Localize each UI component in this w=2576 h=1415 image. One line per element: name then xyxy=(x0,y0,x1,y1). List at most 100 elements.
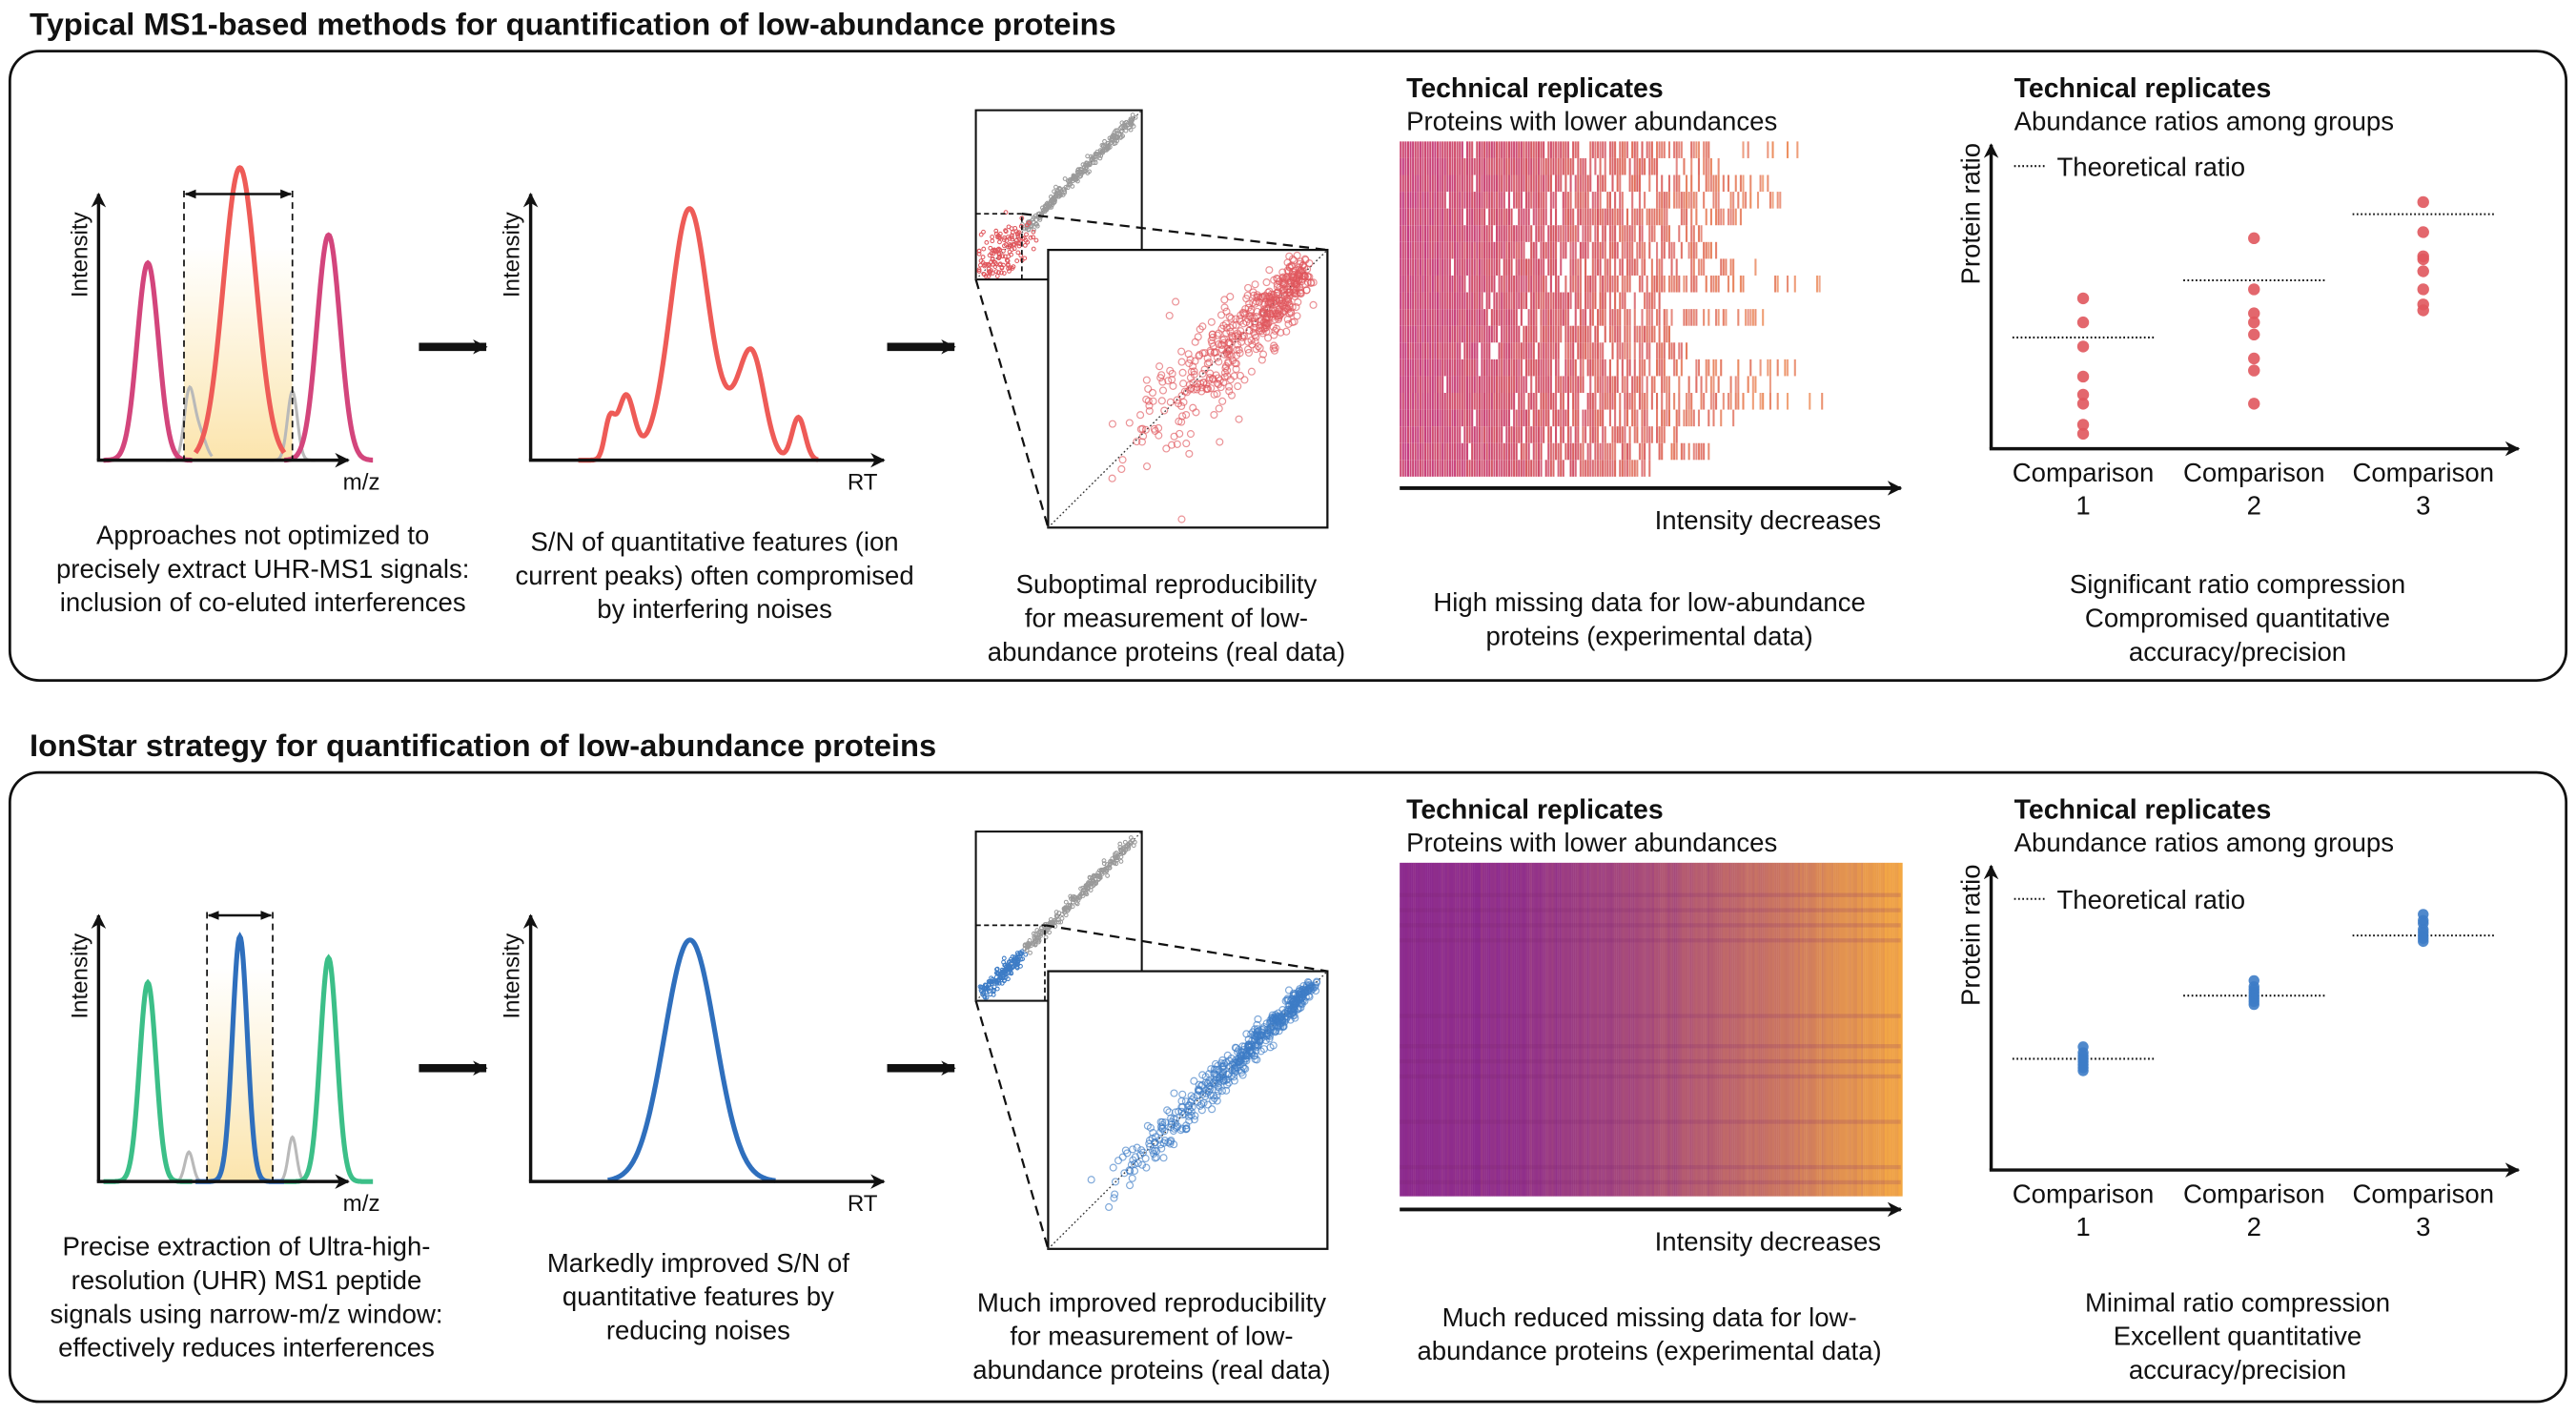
heatmap-cell xyxy=(1412,275,1415,293)
heatmap-cell xyxy=(1481,174,1483,193)
heatmap-cell xyxy=(1648,359,1651,377)
heatmap-cell xyxy=(1412,426,1415,443)
scatter-point xyxy=(1177,358,1186,366)
heatmap-cell xyxy=(1667,192,1670,209)
heatmap-column xyxy=(1880,862,1883,1197)
heatmap-caption-line: proteins (experimental data) xyxy=(1486,622,1813,651)
heatmap-cell xyxy=(1584,241,1587,259)
scatter-point xyxy=(1306,983,1315,992)
heatmap-column xyxy=(1498,862,1501,1197)
extraction-window xyxy=(207,968,274,1182)
heatmap-heading: Technical replicates xyxy=(1406,73,1664,104)
heatmap-cell xyxy=(1424,192,1427,209)
scatter-point xyxy=(1267,295,1276,303)
heatmap-cell xyxy=(1493,426,1496,443)
heatmap-cell xyxy=(1625,258,1629,276)
heatmap-cell xyxy=(1616,241,1619,259)
heatmap-cell xyxy=(1638,393,1641,410)
heatmap-cell xyxy=(1446,275,1449,293)
heatmap-cell xyxy=(1574,292,1577,310)
heatmap-cell xyxy=(1493,393,1496,410)
heatmap-cell xyxy=(1555,359,1558,377)
heatmap-cell xyxy=(1771,141,1774,158)
heatmap-cell xyxy=(1401,174,1404,193)
scatter-point xyxy=(1246,312,1255,320)
heatmap-cell xyxy=(1503,208,1505,226)
heatmap-column xyxy=(1766,862,1769,1197)
heatmap-cell xyxy=(1638,208,1641,226)
heatmap-cell xyxy=(1461,192,1463,209)
heatmap-cell xyxy=(1532,426,1535,443)
heatmap-cell xyxy=(1624,342,1626,359)
heatmap-cell xyxy=(1490,376,1493,394)
heatmap-cell xyxy=(1478,192,1481,209)
scatter-point xyxy=(1232,365,1240,374)
heatmap-cell xyxy=(1579,258,1582,276)
heatmap-cell xyxy=(1523,141,1525,158)
heatmap-cell xyxy=(1540,192,1543,209)
scatter-point xyxy=(1261,1036,1270,1045)
scatter-point xyxy=(1087,881,1093,887)
heatmap-cell xyxy=(1661,275,1664,293)
heatmap-cell xyxy=(1429,157,1432,175)
heatmap-cell xyxy=(1690,157,1693,175)
heatmap-row-band xyxy=(1400,1074,1901,1079)
heatmap-cell xyxy=(1579,342,1582,359)
heatmap-cell xyxy=(1530,342,1533,359)
panel-frame xyxy=(8,770,2568,1404)
heatmap-cell xyxy=(1572,376,1575,394)
scatter-point xyxy=(1207,384,1216,393)
heatmap-cell xyxy=(1515,225,1518,242)
heatmap-cell xyxy=(1471,426,1474,443)
category-label: Comparison xyxy=(2013,1179,2155,1209)
scatter-point xyxy=(1292,997,1301,1006)
heatmap-cell xyxy=(1459,208,1462,226)
scatter-point xyxy=(1203,359,1212,368)
heatmap-cell xyxy=(1507,325,1510,343)
scatter-point xyxy=(1288,998,1297,1007)
heatmap-cell xyxy=(1562,309,1564,326)
heatmap-cell xyxy=(1589,442,1592,461)
heatmap-column xyxy=(1841,862,1844,1197)
heatmap-cell xyxy=(1673,359,1676,377)
heatmap-cell xyxy=(1633,376,1636,394)
heatmap-cell xyxy=(1478,258,1481,276)
heatmap-cell xyxy=(1463,258,1466,276)
scatter-point xyxy=(1201,1073,1210,1081)
heatmap-cell xyxy=(1692,141,1695,158)
scatter-point xyxy=(1284,297,1293,306)
heatmap-cell xyxy=(1441,174,1444,193)
heatmap-cell xyxy=(1513,426,1516,443)
scatter-point xyxy=(1118,134,1124,139)
heatmap-cell xyxy=(1409,141,1412,158)
heatmap-cell xyxy=(1673,141,1676,158)
heatmap-cell xyxy=(1501,292,1503,310)
heatmap-cell xyxy=(1476,359,1479,377)
scatter-point xyxy=(1063,899,1069,905)
heatmap-cell xyxy=(1734,393,1737,410)
heatmap-cell xyxy=(1582,342,1584,359)
heatmap-column xyxy=(1566,862,1570,1197)
heatmap-cell xyxy=(1722,174,1725,193)
heatmap-cell xyxy=(1589,275,1592,293)
heatmap-cell xyxy=(1439,325,1441,343)
heatmap-column xyxy=(1468,862,1471,1197)
heatmap-column xyxy=(1808,862,1810,1197)
heatmap-cell xyxy=(1599,393,1602,410)
scatter-point xyxy=(1142,462,1152,471)
heatmap-cell xyxy=(1631,241,1634,259)
heatmap-cell xyxy=(1419,141,1421,158)
heatmap-cell xyxy=(1527,393,1530,410)
heatmap-cell xyxy=(1768,376,1771,394)
heatmap-cell xyxy=(1490,225,1493,242)
scatter-point xyxy=(999,270,1004,276)
heatmap-cell xyxy=(1547,442,1550,461)
heatmap-cell xyxy=(1501,309,1503,326)
heatmap-cell xyxy=(1426,409,1429,427)
heatmap-cell xyxy=(1678,174,1681,193)
heatmap-column xyxy=(1634,862,1637,1197)
heatmap-cell xyxy=(1401,342,1404,359)
heatmap-cell xyxy=(1507,409,1510,427)
heatmap-column xyxy=(1683,862,1687,1197)
